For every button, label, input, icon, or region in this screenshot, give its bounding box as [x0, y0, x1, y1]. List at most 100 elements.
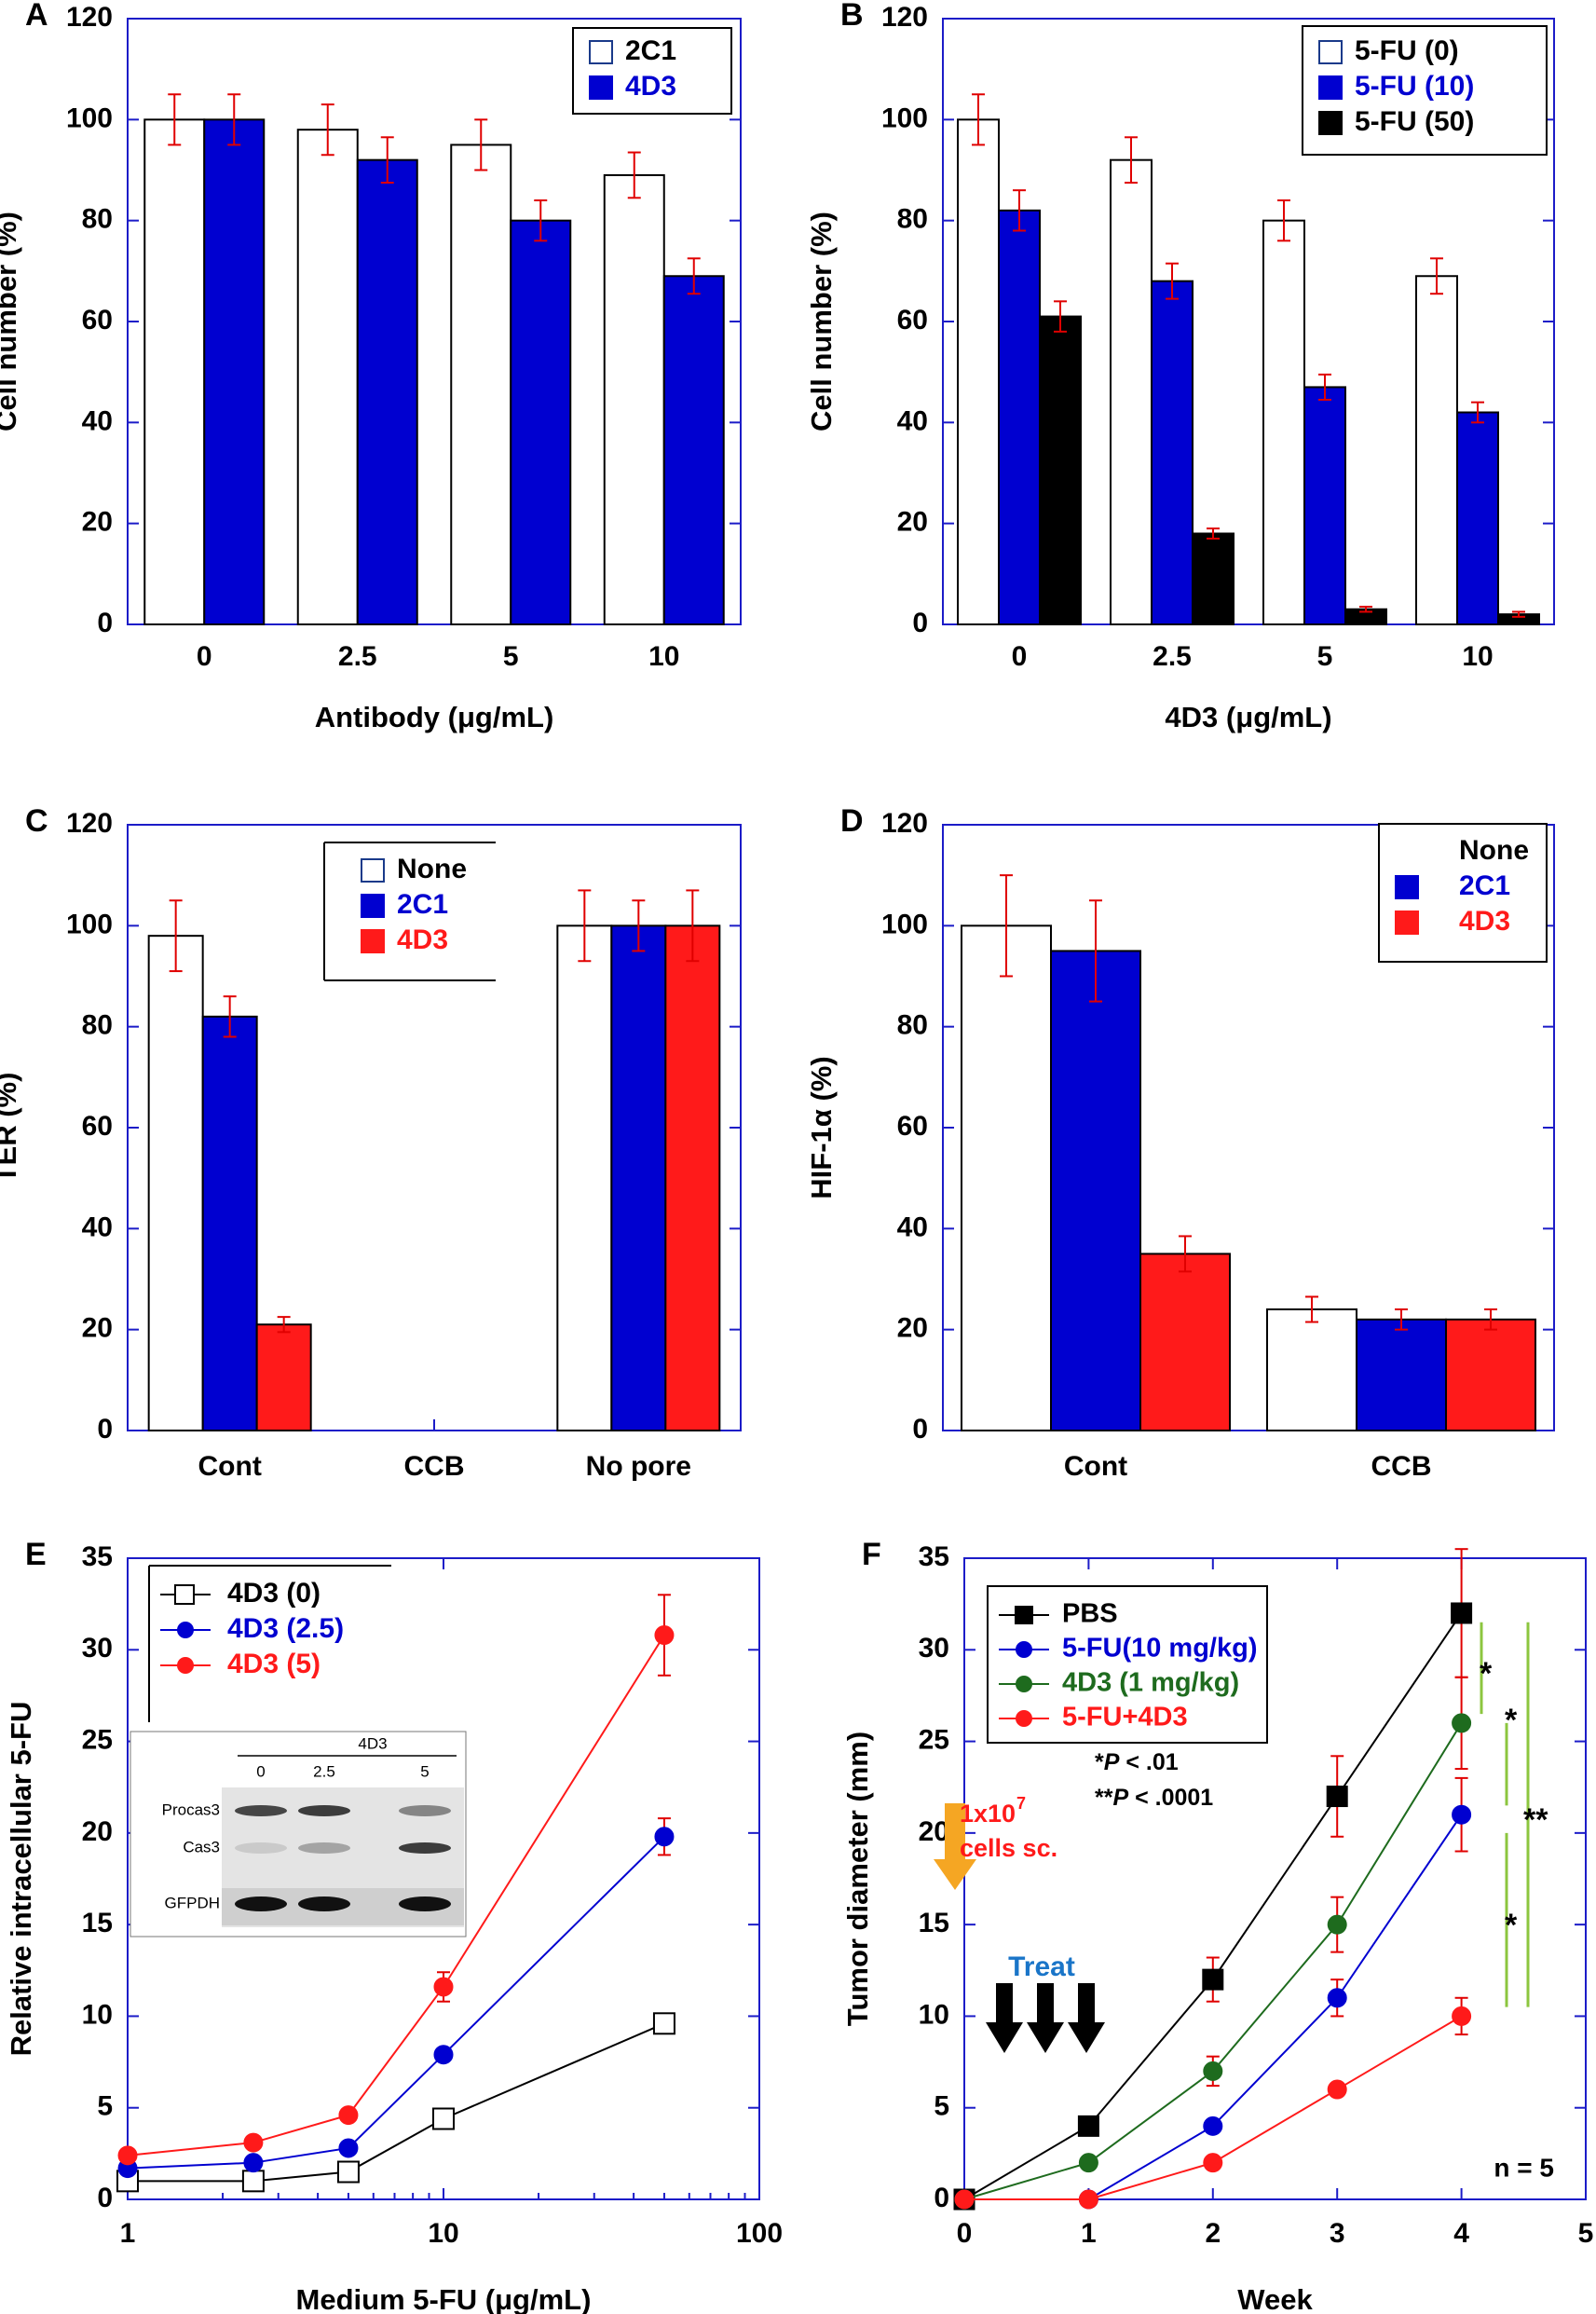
inset-row-label: Procas3 — [162, 1801, 220, 1818]
panel-label: D — [840, 803, 864, 839]
y-tick-label: 40 — [897, 1212, 928, 1242]
inset-lane-label: 0 — [256, 1762, 265, 1780]
y-tick-label: 5 — [97, 2091, 113, 2122]
legend-label: None — [1459, 835, 1529, 866]
bar-4d3 — [1445, 1318, 1536, 1432]
y-tick-label: 0 — [934, 2183, 949, 2213]
legend-label: 4D3 — [1459, 906, 1510, 937]
x-axis-title: Antibody (μg/mL) — [315, 701, 554, 733]
y-tick-label: 100 — [881, 909, 928, 939]
legend-box — [1378, 823, 1548, 963]
y-tick-label: 25 — [919, 1724, 949, 1755]
y-tick-label: 40 — [82, 405, 113, 436]
data-point — [1452, 1713, 1472, 1733]
legend-swatch — [589, 75, 613, 100]
data-point — [243, 2153, 264, 2173]
injection-arrow-icon — [934, 1803, 976, 1890]
legend-marker — [177, 1657, 194, 1674]
panel-label: A — [25, 0, 48, 33]
bar-5-fu-0- — [957, 118, 1000, 626]
bar-5-fu-50- — [1039, 315, 1082, 625]
legend-label: 5-FU (10) — [1355, 71, 1474, 102]
data-point — [954, 2189, 975, 2210]
legend-marker — [1016, 1676, 1032, 1692]
bar-4d3 — [356, 158, 418, 626]
x-tick-label: 5 — [1578, 2218, 1594, 2249]
bar-5-fu-10- — [1303, 386, 1346, 625]
inset-lane-label: 5 — [420, 1762, 429, 1780]
bar-2c1 — [610, 924, 667, 1431]
cells-annotation-superscript: 7 — [1016, 1794, 1026, 1813]
y-tick-label: 80 — [897, 1010, 928, 1041]
treatment-arrow-icon — [1027, 1983, 1064, 2053]
x-tick-label: 1 — [1081, 2218, 1097, 2249]
legend-label: 2C1 — [625, 35, 676, 66]
x-category-label: Cont — [198, 1451, 262, 1482]
bar-none — [147, 935, 204, 1431]
y-tick-label: 0 — [97, 1414, 113, 1445]
y-tick-label: 35 — [919, 1541, 949, 1572]
panel-label: C — [25, 803, 48, 839]
y-tick-label: 60 — [82, 305, 113, 335]
inset-band — [235, 1805, 287, 1816]
data-point — [1078, 2153, 1098, 2173]
plot-frame-F — [963, 1557, 1587, 2200]
inset-row-label: Cas3 — [183, 1838, 220, 1855]
legend-label: 5-FU (0) — [1355, 35, 1459, 66]
y-tick-label: 0 — [912, 608, 928, 638]
y-tick-label: 20 — [82, 507, 113, 538]
data-point — [433, 1977, 454, 1997]
x-category-label: CCB — [1371, 1451, 1432, 1482]
y-tick-label: 20 — [919, 1816, 949, 1847]
x-tick-label: 10 — [428, 2218, 458, 2249]
p-value-part: P — [1112, 1785, 1128, 1811]
p-value-part: < .0001 — [1128, 1785, 1213, 1811]
legend-marker — [1015, 1606, 1033, 1624]
data-point — [338, 2138, 359, 2158]
data-point — [1203, 2061, 1223, 2081]
legend-swatch — [1318, 40, 1343, 64]
data-point — [1451, 1602, 1473, 1624]
y-tick-label: 30 — [919, 1633, 949, 1664]
legend-label: 4D3 — [625, 71, 676, 102]
y-axis-title: Cell number (%) — [805, 212, 838, 431]
inset-lane-label: 2.5 — [313, 1762, 335, 1780]
y-tick-label: 0 — [97, 2183, 113, 2213]
bar-5-fu-10- — [1456, 411, 1499, 625]
x-category-label: 10 — [648, 641, 679, 672]
legend-marker — [1016, 1641, 1032, 1658]
x-tick-label: 100 — [736, 2218, 783, 2249]
legend-label: 4D3 — [397, 924, 448, 955]
y-tick-label: 60 — [897, 305, 928, 335]
legend-box — [987, 1585, 1268, 1744]
x-tick-label: 0 — [957, 2218, 973, 2249]
bar-4d3 — [1139, 1253, 1231, 1431]
p-value-part: < .01 — [1119, 1749, 1178, 1775]
bar-none — [961, 924, 1052, 1431]
bar-5-fu-50- — [1192, 532, 1235, 625]
bar-5-fu-0- — [1262, 219, 1305, 626]
data-point — [654, 1827, 675, 1847]
y-tick-label: 100 — [66, 103, 113, 133]
inset-band — [298, 1842, 350, 1854]
y-axis-title: HIF-1α (%) — [805, 1056, 838, 1198]
legend-label: 5-FU+4D3 — [1062, 1703, 1188, 1732]
legend-label: 4D3 (1 mg/kg) — [1062, 1668, 1239, 1698]
x-category-label: Cont — [1064, 1451, 1127, 1482]
x-category-label: 10 — [1462, 641, 1493, 672]
p-value-note: *P < .01 — [1095, 1749, 1179, 1775]
data-point — [336, 2160, 360, 2184]
y-tick-label: 100 — [66, 909, 113, 939]
x-tick-label: 3 — [1330, 2218, 1345, 2249]
y-tick-label: 15 — [82, 1908, 113, 1938]
data-point — [1327, 1988, 1347, 2008]
bar-2c1 — [143, 118, 206, 626]
data-point — [1203, 2153, 1223, 2173]
bar-none — [556, 924, 613, 1431]
panel-label: F — [862, 1537, 881, 1572]
y-tick-label: 10 — [919, 1999, 949, 2030]
data-point — [1452, 1804, 1472, 1825]
inset-band — [399, 1805, 451, 1816]
y-tick-label: 35 — [82, 1541, 113, 1572]
p-value-part: * — [1095, 1749, 1104, 1775]
